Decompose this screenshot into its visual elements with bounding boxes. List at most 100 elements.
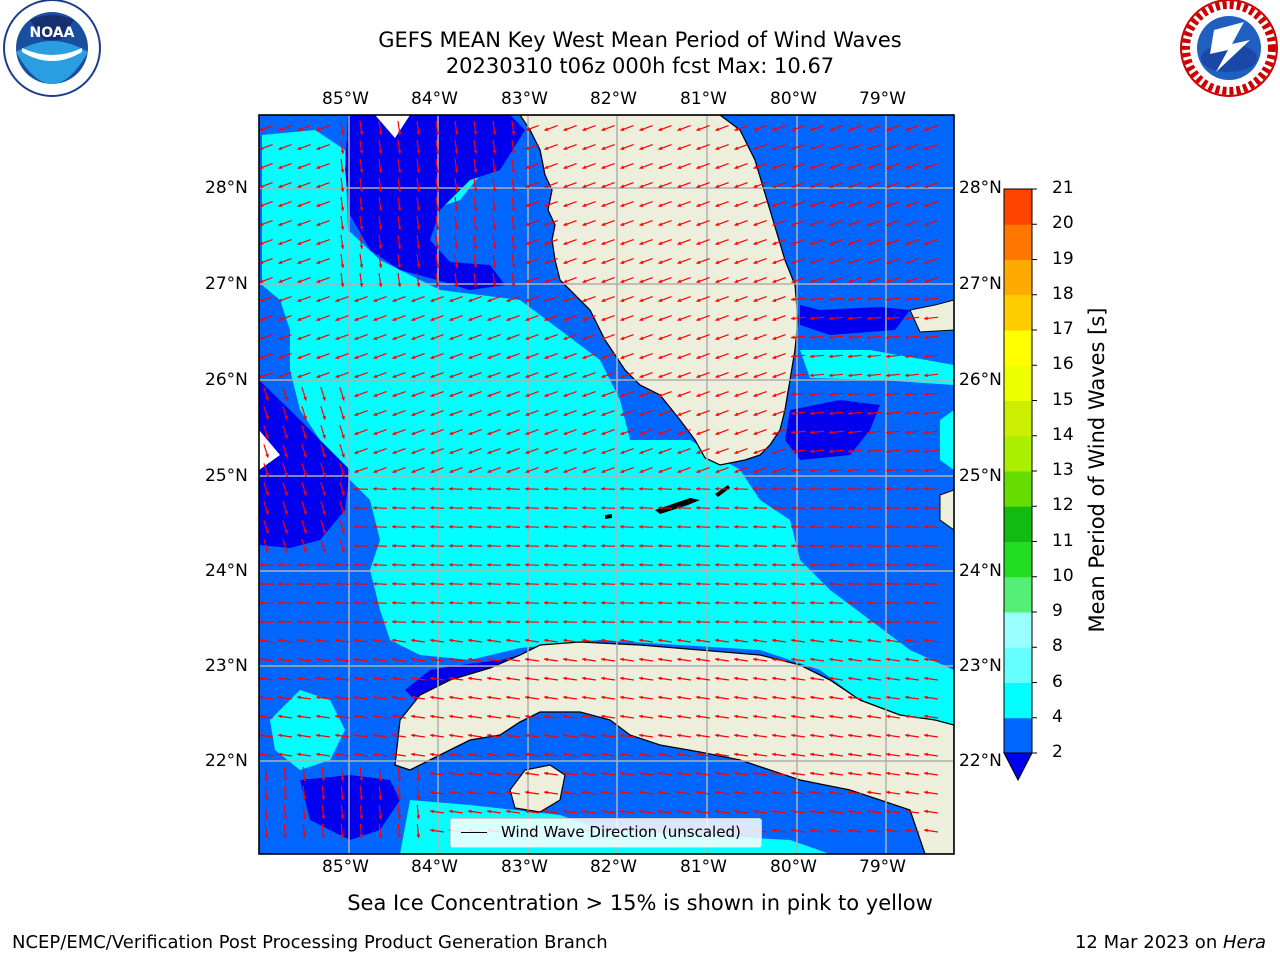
wind-wave-arrow-head [772, 469, 777, 473]
wind-wave-arrow-head [582, 241, 587, 245]
wind-wave-arrow-head [791, 449, 795, 454]
wind-wave-arrow-head [454, 150, 459, 154]
wind-wave-arrow-head [316, 714, 320, 719]
wind-wave-arrow-head [354, 486, 358, 491]
wind-wave-arrow-head [278, 203, 283, 207]
wind-wave-arrow-head [278, 676, 282, 681]
wind-wave-arrow-head [886, 184, 891, 188]
wind-wave-arrow-head [848, 581, 852, 586]
wind-wave-arrow-head [449, 374, 454, 378]
wind-wave-arrow-head [753, 146, 758, 150]
wind-wave-arrow-head [601, 581, 605, 586]
wind-wave-arrow-head [810, 335, 814, 340]
wind-wave-arrow-head [791, 695, 795, 700]
wind-wave-arrow-head [734, 581, 738, 586]
wind-wave-arrow-head [658, 714, 662, 719]
wind-wave-arrow-head [715, 127, 720, 131]
wind-wave-arrow-head [354, 638, 358, 643]
footer-left: NCEP/EMC/Verification Post Processing Pr… [12, 932, 608, 953]
wind-wave-arrow-head [753, 676, 757, 681]
wind-wave-arrow-head [468, 714, 472, 719]
wind-wave-arrow-head [582, 431, 587, 435]
wind-wave-arrow-head [525, 486, 529, 491]
wind-wave-arrow-head [487, 317, 492, 321]
wind-wave-arrow-head [658, 317, 663, 321]
wind-wave-arrow-head [905, 222, 910, 226]
wind-wave-arrow-head [506, 355, 511, 359]
wind-wave-arrow-head [715, 486, 719, 491]
wind-wave-arrow-head [303, 453, 307, 458]
wind-wave-arrow-head [359, 796, 364, 800]
wind-wave-arrow-head [924, 695, 928, 700]
wind-wave-arrow-head [734, 524, 738, 529]
wind-wave-arrow-head [259, 355, 264, 359]
wind-wave-arrow-head [411, 374, 416, 378]
wind-wave-arrow-head [411, 562, 415, 567]
wind-wave-arrow-head [316, 695, 320, 700]
wind-wave-arrow-head [278, 298, 283, 302]
wind-wave-arrow-head [715, 543, 719, 548]
wind-wave-arrow-head [283, 777, 288, 781]
wind-wave-arrow-head [715, 336, 720, 340]
wind-wave-arrow-head [373, 600, 377, 605]
wind-wave-arrow-head [677, 600, 681, 605]
wind-wave-arrow-head [511, 150, 516, 154]
wind-wave-arrow-head [265, 529, 269, 534]
wind-wave-arrow-head [639, 676, 643, 681]
sea-ice-note: Sea Ice Concentration > 15% is shown in … [347, 891, 933, 915]
wind-wave-arrow-head [284, 453, 288, 458]
wind-wave-arrow-head [677, 619, 681, 624]
wind-wave-arrow-head [544, 184, 549, 188]
wind-wave-arrow-head [278, 355, 283, 359]
wind-wave-arrow-head [506, 619, 510, 624]
wind-wave-arrow-head [715, 298, 720, 302]
wind-wave-arrow-head [506, 524, 510, 529]
wind-wave-arrow-head [373, 298, 378, 302]
wind-wave-arrow-head [316, 298, 321, 302]
wind-wave-arrow-head [810, 297, 814, 302]
wind-wave-arrow-head [924, 297, 928, 302]
wind-wave-arrow-head [753, 279, 758, 283]
wind-wave-arrow-head [430, 486, 434, 491]
wind-wave-arrow-head [753, 431, 758, 435]
wind-wave-arrow-head [658, 733, 662, 738]
wind-wave-arrow-head [753, 469, 758, 473]
wind-wave-arrow-head [284, 472, 288, 477]
wind-wave-arrow-head [639, 771, 643, 776]
wind-wave-arrow-head [563, 790, 567, 795]
wind-wave-arrow-head [772, 524, 776, 529]
wind-wave-arrow-head [829, 790, 833, 795]
wind-wave-arrow-head [430, 505, 434, 510]
wind-wave-arrow-head [791, 771, 795, 776]
wind-wave-arrow-head [449, 714, 453, 719]
wind-wave-arrow-head [848, 505, 852, 510]
wind-wave-arrow-head [473, 264, 478, 268]
wind-wave-arrow-head [677, 393, 682, 397]
wind-wave-arrow-head [829, 260, 834, 264]
wind-wave-arrow-head [829, 354, 833, 359]
wind-wave-arrow-head [544, 657, 548, 662]
wind-wave-arrow-head [924, 468, 928, 473]
wind-wave-arrow-head [340, 150, 345, 154]
wind-wave-arrow-head [848, 392, 852, 397]
wind-wave-arrow-head [259, 581, 263, 586]
wind-wave-arrow-head [563, 695, 567, 700]
wind-wave-arrow-head [677, 355, 682, 359]
wind-wave-arrow-head [335, 752, 339, 757]
wind-wave-arrow-head [487, 336, 492, 340]
wind-wave-arrow-head [354, 450, 359, 454]
wind-wave-arrow-head [924, 373, 928, 378]
wind-wave-arrow-head [525, 222, 530, 226]
wind-wave-arrow-head [259, 146, 264, 150]
wind-wave-arrow-head [677, 127, 682, 131]
wind-wave-arrow-head [867, 260, 872, 264]
wind-wave-arrow-head [359, 150, 364, 154]
wind-wave-arrow-head [373, 543, 377, 548]
wind-wave-arrow-head [601, 543, 605, 548]
wind-wave-arrow-head [829, 600, 833, 605]
wind-wave-arrow-head [867, 714, 871, 719]
wind-wave-arrow-head [544, 524, 548, 529]
colorbar-segment [1004, 682, 1032, 719]
wind-wave-arrow-head [658, 638, 662, 643]
wind-wave-arrow-head [829, 392, 833, 397]
